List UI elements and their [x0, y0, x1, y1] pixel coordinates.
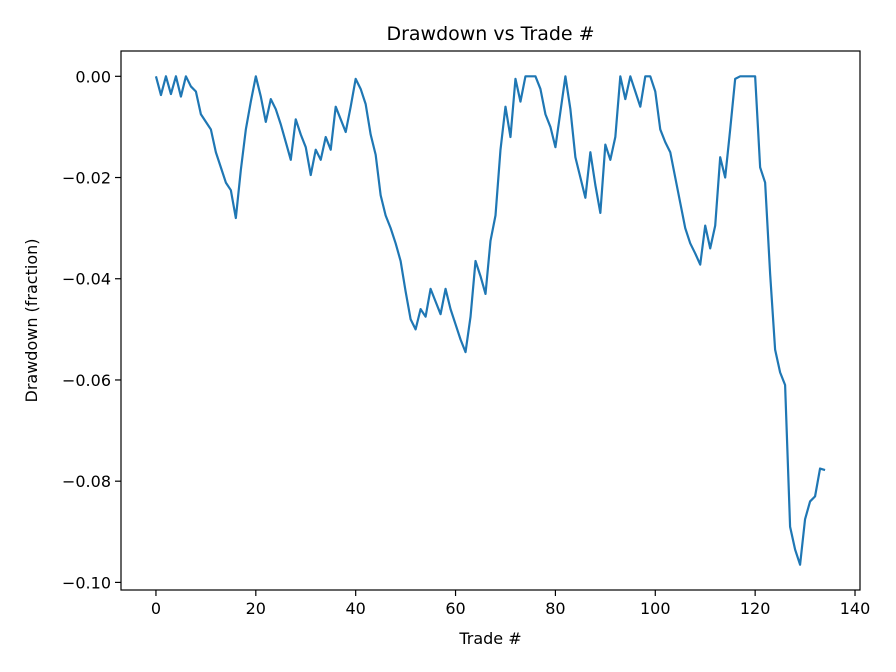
y-tick-label: −0.10 — [62, 573, 111, 592]
x-tick-label: 40 — [346, 599, 366, 618]
x-axis-label: Trade # — [458, 629, 521, 648]
y-tick-label: −0.02 — [62, 169, 111, 188]
y-axis-label: Drawdown (fraction) — [22, 239, 41, 403]
drawdown-series-line — [154, 75, 826, 566]
x-tick-label: 100 — [640, 599, 671, 618]
x-tick-label: 120 — [740, 599, 771, 618]
y-tick-label: 0.00 — [75, 67, 111, 86]
x-tick-label: 80 — [545, 599, 565, 618]
y-tick-label: −0.06 — [62, 371, 111, 390]
y-tick-label: −0.04 — [62, 270, 111, 289]
plot-frame — [120, 50, 861, 591]
chart-title: Drawdown vs Trade # — [386, 23, 594, 45]
x-tick-label: 20 — [246, 599, 266, 618]
x-tick-label: 0 — [151, 599, 161, 618]
y-tick-label: −0.08 — [62, 472, 111, 491]
x-tick-label: 140 — [840, 599, 871, 618]
x-tick-label: 60 — [445, 599, 465, 618]
